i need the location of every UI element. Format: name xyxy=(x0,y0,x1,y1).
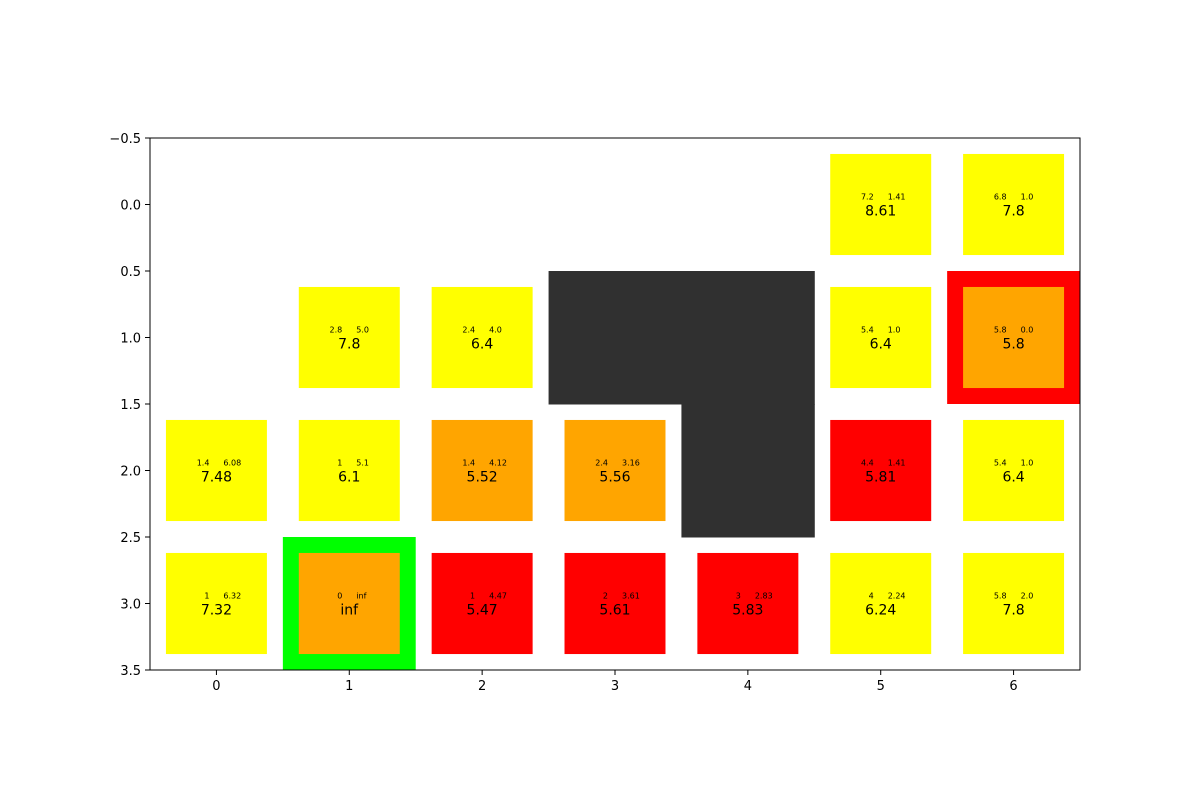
x-tick-label: 0 xyxy=(212,679,220,694)
cell-g-value: 5.4 xyxy=(994,459,1007,468)
cell-f-value: 6.4 xyxy=(471,337,493,353)
cell-f-value: 7.32 xyxy=(201,603,232,619)
cell-2-5 xyxy=(830,419,932,522)
cell-2-0 xyxy=(165,419,267,522)
cell-f-value: 5.52 xyxy=(467,470,498,486)
cell-g-value: 2.4 xyxy=(595,459,608,468)
cell-2-3 xyxy=(564,419,666,522)
cell-0-6 xyxy=(963,153,1065,256)
cell-g-value: 5.4 xyxy=(861,326,874,335)
cell-f-value: 7.8 xyxy=(338,337,360,353)
obstacle-cell-1-4 xyxy=(681,271,815,405)
cell-1-2 xyxy=(431,286,533,389)
cell-g-value: 1 xyxy=(470,592,475,601)
cell-f-value: 5.8 xyxy=(1002,337,1024,353)
y-tick-label: 3.5 xyxy=(120,664,141,679)
cell-h-value: 0.0 xyxy=(1021,326,1034,335)
cell-h-value: inf xyxy=(356,592,366,601)
cell-g-value: 7.2 xyxy=(861,193,874,202)
y-tick-label: 0.5 xyxy=(120,265,141,280)
cell-3-3 xyxy=(564,552,666,655)
cell-h-value: 1.41 xyxy=(888,193,906,202)
cell-f-value: inf xyxy=(340,603,359,619)
cell-h-value: 1.0 xyxy=(888,326,901,335)
y-tick-label: 2.5 xyxy=(120,531,141,546)
cell-3-5 xyxy=(830,552,932,655)
cell-f-value: 5.47 xyxy=(467,603,498,619)
cell-f-value: 7.48 xyxy=(201,470,232,486)
y-tick-label: 1.5 xyxy=(120,398,141,413)
cell-g-value: 5.8 xyxy=(994,592,1007,601)
cell-2-2 xyxy=(431,419,533,522)
cell-h-value: 5.1 xyxy=(356,459,369,468)
y-tick-label: −0.5 xyxy=(109,132,141,147)
cell-g-value: 6.8 xyxy=(994,193,1007,202)
cell-h-value: 4.12 xyxy=(489,459,507,468)
cell-h-value: 4.0 xyxy=(489,326,502,335)
x-tick-label: 1 xyxy=(345,679,353,694)
cell-h-value: 6.32 xyxy=(223,592,241,601)
x-tick-label: 5 xyxy=(877,679,885,694)
cell-f-value: 5.81 xyxy=(865,470,896,486)
x-tick-label: 4 xyxy=(744,679,752,694)
cell-h-value: 6.08 xyxy=(223,459,241,468)
cell-f-value: 8.61 xyxy=(865,204,896,220)
cell-g-value: 2 xyxy=(603,592,608,601)
cell-g-value: 4 xyxy=(869,592,874,601)
plot-area: 7.2 1.418.616.8 1.07.82.8 5.07.82.4 4.06.45.… xyxy=(109,132,1081,694)
cell-h-value: 2.24 xyxy=(888,592,906,601)
cell-3-0 xyxy=(165,552,267,655)
cell-3-2 xyxy=(431,552,533,655)
cell-g-value: 1.4 xyxy=(197,459,210,468)
obstacle-cell-1-3 xyxy=(548,271,682,405)
cell-1-6 xyxy=(963,286,1065,389)
cell-1-1 xyxy=(298,286,400,389)
y-tick-label: 3.0 xyxy=(120,598,141,613)
cell-g-value: 2.8 xyxy=(330,326,343,335)
cell-g-value: 2.4 xyxy=(462,326,475,335)
cell-f-value: 6.1 xyxy=(338,470,360,486)
cell-g-value: 3 xyxy=(736,592,741,601)
cell-3-6 xyxy=(963,552,1065,655)
cell-f-value: 7.8 xyxy=(1002,603,1024,619)
cell-h-value: 4.47 xyxy=(489,592,507,601)
cell-f-value: 5.56 xyxy=(599,470,630,486)
cell-3-1 xyxy=(298,552,400,655)
y-tick-label: 1.0 xyxy=(120,332,141,347)
cell-2-1 xyxy=(298,419,400,522)
cell-h-value: 2.83 xyxy=(755,592,773,601)
cell-g-value: 5.8 xyxy=(994,326,1007,335)
cell-1-5 xyxy=(830,286,932,389)
cell-g-value: 1 xyxy=(204,592,209,601)
cell-f-value: 6.4 xyxy=(1002,470,1024,486)
obstacle-cell-2-4 xyxy=(681,404,815,538)
cell-h-value: 3.16 xyxy=(622,459,640,468)
cell-h-value: 2.0 xyxy=(1021,592,1034,601)
cell-h-value: 5.0 xyxy=(356,326,369,335)
cell-2-6 xyxy=(963,419,1065,522)
cell-g-value: 1 xyxy=(337,459,342,468)
cell-g-value: 4.4 xyxy=(861,459,874,468)
cell-g-value: 0 xyxy=(337,592,342,601)
cell-h-value: 1.0 xyxy=(1021,459,1034,468)
y-tick-label: 2.0 xyxy=(120,465,141,480)
cell-0-5 xyxy=(830,153,932,256)
cell-h-value: 3.61 xyxy=(622,592,640,601)
cell-f-value: 6.4 xyxy=(870,337,892,353)
cell-3-4 xyxy=(697,552,799,655)
cell-h-value: 1.41 xyxy=(888,459,906,468)
y-tick-label: 0.0 xyxy=(120,199,141,214)
cell-f-value: 5.61 xyxy=(599,603,630,619)
cell-g-value: 1.4 xyxy=(462,459,475,468)
cell-f-value: 5.83 xyxy=(732,603,763,619)
cell-f-value: 6.24 xyxy=(865,603,896,619)
cell-h-value: 1.0 xyxy=(1021,193,1034,202)
x-tick-label: 3 xyxy=(611,679,619,694)
x-tick-label: 2 xyxy=(478,679,486,694)
cell-f-value: 7.8 xyxy=(1002,204,1024,220)
x-tick-label: 6 xyxy=(1009,679,1017,694)
